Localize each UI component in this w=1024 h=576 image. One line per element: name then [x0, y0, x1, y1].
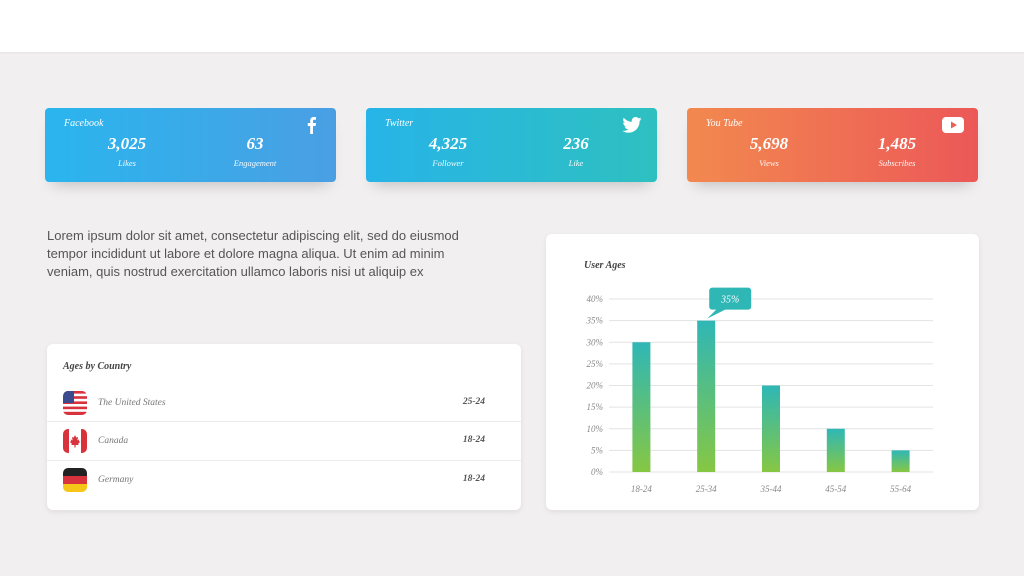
y-tick-label: 5% [591, 445, 603, 455]
youtube-card: You Tube 5,698 Views 1,485 Subscribes [687, 108, 978, 182]
metric-label: Like [568, 158, 584, 168]
y-tick-label: 15% [587, 402, 604, 412]
country-age: 18-24 [462, 474, 485, 484]
follower-metric: 4,325 Follower [388, 134, 508, 168]
list-item: Canada 18-24 [47, 421, 521, 459]
card-title: You Tube [706, 118, 743, 129]
metric-value: 1,485 [877, 134, 917, 153]
metric-value: 5,698 [749, 134, 789, 153]
y-tick-label: 10% [587, 424, 604, 434]
metric-value: 63 [246, 134, 264, 153]
y-tick-label: 40% [587, 294, 604, 304]
bar-45-54 [826, 428, 845, 472]
views-metric: 5,698 Views [709, 134, 829, 168]
youtube-icon [942, 116, 964, 134]
metric-label: Follower [432, 158, 464, 168]
twitter-icon [621, 116, 643, 134]
facebook-card: Facebook 3,025 Likes 63 Engagement [45, 108, 336, 182]
country-name: The United States [98, 398, 166, 408]
x-tick-label: 55-64 [890, 484, 911, 494]
user-ages-chart-panel: User Ages 0% 5% 10% 15% 20% 25% 30% 35% 40% 18-24… [546, 234, 979, 510]
y-tick-label: 0% [591, 467, 603, 477]
country-name: Canada [98, 436, 129, 446]
y-tick-label: 20% [587, 381, 604, 391]
ages-by-country-panel: Ages by Country The United States 25-24 [47, 344, 521, 510]
metric-value: 4,325 [428, 134, 468, 153]
twitter-card: Twitter 4,325 Follower 236 Like [366, 108, 657, 182]
x-tick-label: 45-54 [825, 484, 846, 494]
card-title: Facebook [64, 118, 104, 129]
metric-label: Likes [118, 158, 136, 168]
user-ages-chart: 0% 5% 10% 15% 20% 25% 30% 35% 40% 18-24 25-34 35% 35… [586, 287, 933, 494]
list-item: The United States 25-24 [47, 384, 521, 422]
chart-title: User Ages [584, 260, 626, 271]
bar-35-44 [762, 385, 780, 472]
metric-value: 236 [563, 134, 589, 153]
metric-label: Subscribes [878, 158, 916, 168]
metric-label: Engagement [233, 158, 277, 168]
card-title: Twitter [385, 118, 414, 129]
x-tick-label: 35-44 [760, 484, 782, 494]
y-tick-label: 35% [586, 316, 604, 326]
likes-metric: 3,025 Likes [67, 134, 187, 168]
panel-title: Ages by Country [63, 361, 132, 372]
bar-18-24 [632, 342, 651, 472]
bar-25-34 [697, 320, 716, 472]
like-metric: 236 Like [516, 134, 636, 168]
metric-label: Views [759, 158, 779, 168]
y-tick-label: 25% [587, 359, 604, 369]
bar-55-64 [891, 450, 910, 472]
value-callout: 35% [707, 287, 752, 319]
list-item: Germany 18-24 [47, 460, 521, 498]
x-tick-label: 18-24 [631, 484, 652, 494]
country-name: Germany [98, 475, 134, 485]
country-age: 25-24 [462, 397, 485, 407]
top-bar [0, 0, 1024, 52]
x-tick-label: 25-34 [696, 484, 717, 494]
y-tick-label: 30% [586, 337, 604, 347]
callout-label: 35% [720, 295, 739, 306]
germany-flag-icon [63, 468, 87, 492]
facebook-icon [300, 116, 322, 134]
country-age: 18-24 [462, 435, 485, 445]
engagement-metric: 63 Engagement [195, 134, 315, 168]
callout-pointer [707, 308, 728, 319]
canada-flag-icon [63, 429, 87, 453]
callout-box [709, 287, 752, 310]
us-flag-icon [63, 391, 87, 415]
metric-value: 3,025 [107, 134, 147, 153]
description-text: Lorem ipsum dolor sit amet, consectetur … [47, 228, 459, 279]
subscribes-metric: 1,485 Subscribes [837, 134, 957, 168]
